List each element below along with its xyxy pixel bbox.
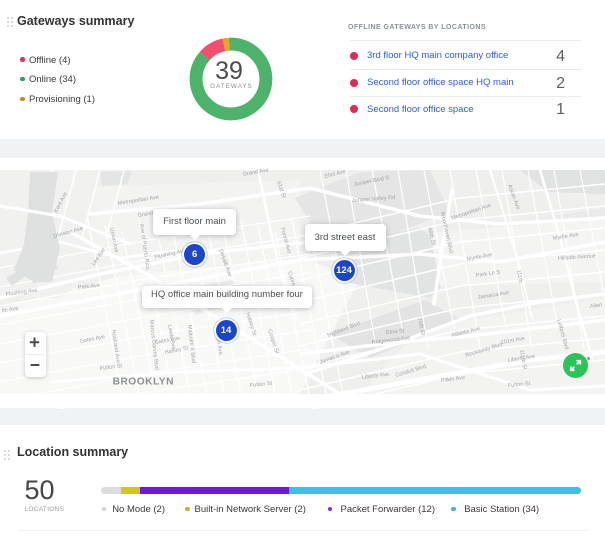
svg-text:Gates Ave: Gates Ave [154,336,180,346]
svg-text:Etna St: Etna St [386,328,405,336]
svg-text:Grand St: Grand St [137,209,160,218]
svg-text:Park Ln S: Park Ln S [475,270,500,279]
svg-text:Ridgewood Ave: Ridgewood Ave [372,335,411,346]
svg-text:Malcolm X Blvd: Malcolm X Blvd [186,325,196,364]
svg-text:Nostrand Ave: Nostrand Ave [110,329,121,363]
svg-text:Park Ave: Park Ave [78,283,101,291]
svg-text:Myrtle Ave: Myrtle Ave [552,232,579,242]
svg-text:Halsey St: Halsey St [164,345,189,356]
svg-text:BROOKLYN: BROOKLYN [113,377,174,388]
svg-text:61st St: 61st St [275,181,287,200]
svg-text:Allan: Allan [589,302,602,310]
svg-text:Cypre: Cypre [286,271,296,287]
svg-text:Gates Ave: Gates Ave [79,334,105,345]
svg-text:Pitkin Ave: Pitkin Ave [441,375,466,384]
svg-text:Flushing Ave: Flushing Ave [5,288,37,298]
svg-text:Marcus Garvey Blvd: Marcus Garvey Blvd [148,320,159,371]
svg-text:Jamaica Ave: Jamaica Ave [477,290,509,301]
svg-text:Ralph Ave: Ralph Ave [213,329,223,355]
svg-text:Fulton St: Fulton St [250,381,273,389]
svg-text:75th St: 75th St [416,317,426,336]
svg-text:Lewis Ave: Lewis Ave [166,324,176,350]
svg-text:Grand Ave: Grand Ave [242,167,269,177]
svg-text:Liberty Ave: Liberty Ave [362,372,390,381]
svg-text:Hillside Avenue: Hillside Avenue [558,253,596,262]
svg-text:Myrtle Ave: Myrtle Ave [466,252,493,263]
svg-text:101st Ave: 101st Ave [500,336,525,346]
svg-text:Union Ave: Union Ave [108,227,119,253]
svg-text:69th St: 69th St [426,227,436,246]
svg-text:Juniper Valley Rd: Juniper Valley Rd [352,195,396,204]
svg-text:111th St: 111th St [518,349,527,370]
svg-text:111th: 111th [515,269,523,283]
svg-text:Eliot Ave: Eliot Ave [324,169,346,180]
svg-text:Fulton St: Fulton St [100,363,123,372]
svg-text:Fulton St: Fulton St [508,381,531,389]
svg-text:tle Ave: tle Ave [1,306,18,314]
svg-text:Liberty Ave: Liberty Ave [507,354,535,364]
